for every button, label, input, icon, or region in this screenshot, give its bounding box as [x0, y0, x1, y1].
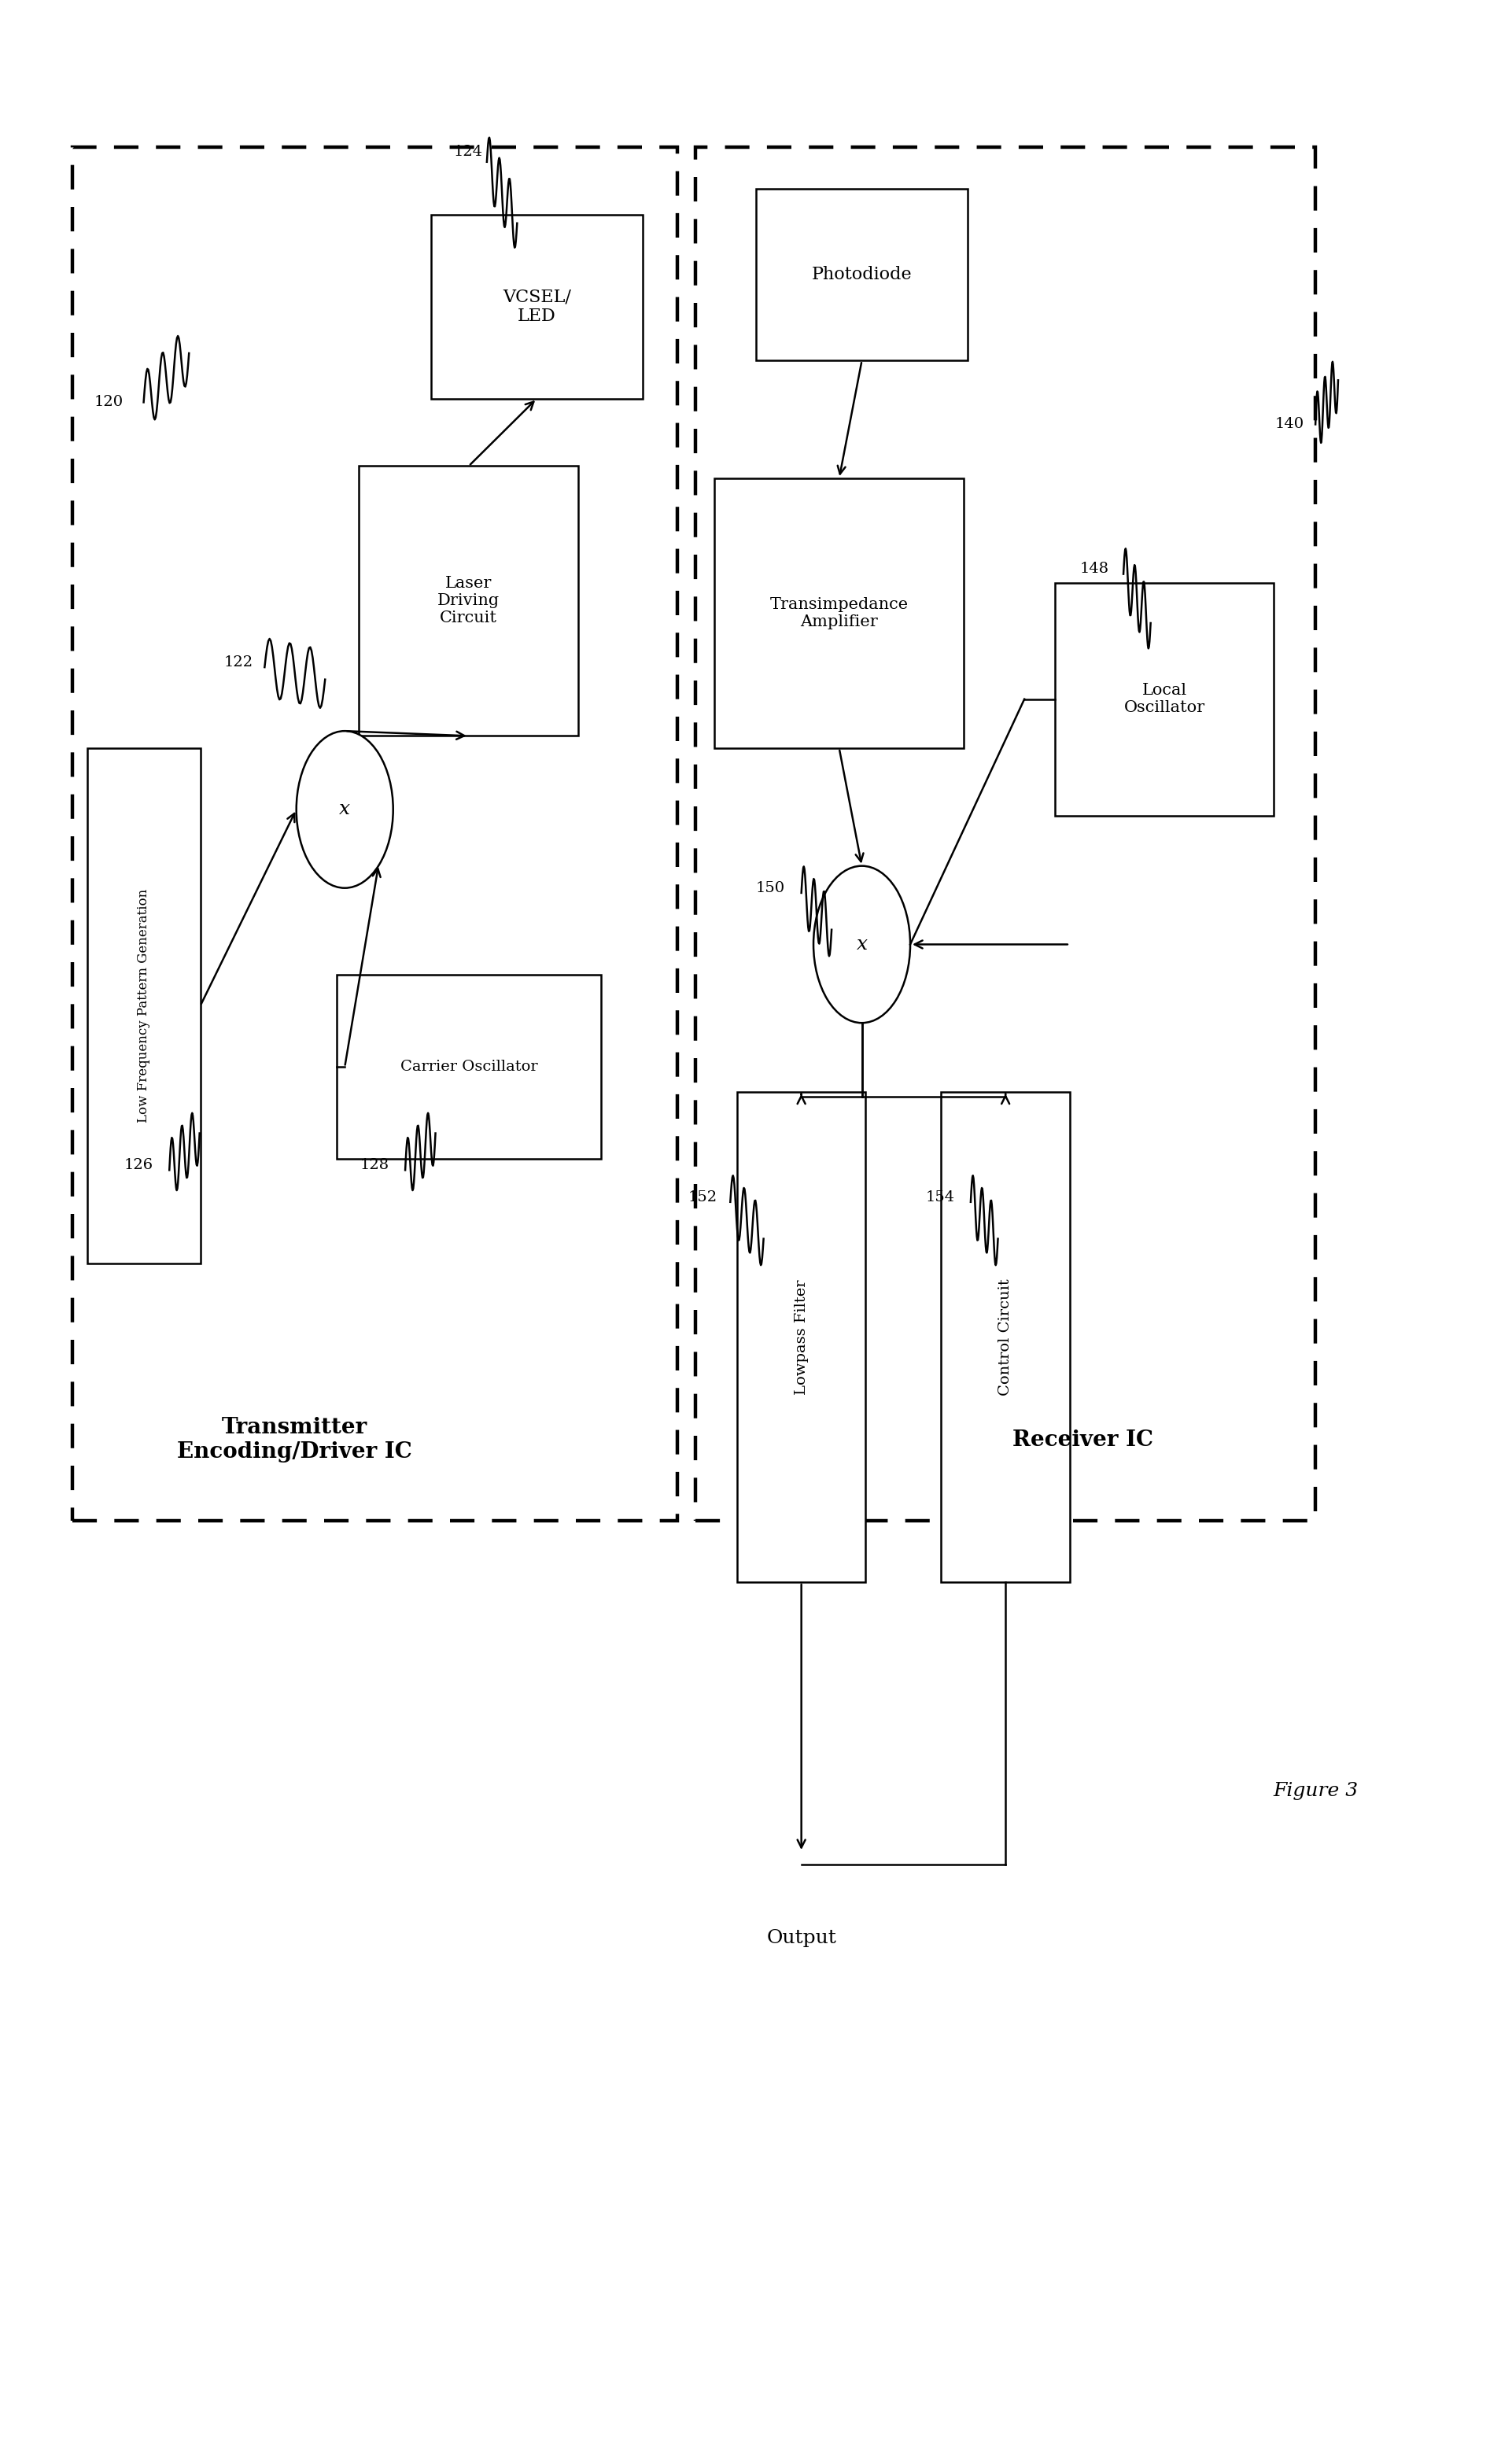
Text: Transimpedance
Amplifier: Transimpedance Amplifier — [770, 596, 909, 630]
Text: 122: 122 — [224, 655, 253, 670]
Circle shape — [296, 731, 393, 888]
Text: 152: 152 — [688, 1190, 717, 1204]
Text: Low Frequency Pattern Generation: Low Frequency Pattern Generation — [138, 888, 150, 1123]
Text: Transmitter
Encoding/Driver IC: Transmitter Encoding/Driver IC — [177, 1418, 413, 1462]
Bar — [756, 189, 968, 361]
Text: Output: Output — [767, 1928, 836, 1948]
Bar — [73, 147, 677, 1521]
Text: 154: 154 — [925, 1190, 954, 1204]
Text: Carrier Oscillator: Carrier Oscillator — [401, 1060, 537, 1074]
Text: VCSEL/
LED: VCSEL/ LED — [502, 287, 572, 326]
Bar — [431, 216, 643, 397]
Text: x: x — [339, 800, 351, 819]
Bar — [738, 1092, 866, 1582]
Text: 140: 140 — [1275, 417, 1303, 432]
Text: 124: 124 — [454, 145, 482, 159]
Text: 128: 128 — [360, 1158, 389, 1173]
Text: x: x — [856, 935, 868, 954]
Text: Figure 3: Figure 3 — [1273, 1781, 1358, 1801]
Text: Local
Oscillator: Local Oscillator — [1123, 682, 1205, 716]
Bar — [360, 466, 578, 736]
Bar — [715, 478, 965, 748]
Text: Laser
Driving
Circuit: Laser Driving Circuit — [437, 576, 500, 626]
Text: 150: 150 — [756, 881, 785, 895]
Bar — [942, 1092, 1070, 1582]
Bar — [88, 748, 201, 1263]
Text: Photodiode: Photodiode — [812, 265, 912, 285]
Bar — [696, 147, 1315, 1521]
Text: Control Circuit: Control Circuit — [998, 1278, 1013, 1396]
Bar — [336, 976, 600, 1160]
Circle shape — [813, 866, 910, 1023]
Text: Lowpass Filter: Lowpass Filter — [794, 1280, 809, 1393]
Bar — [1055, 584, 1275, 817]
Text: 120: 120 — [94, 395, 122, 410]
Text: Receiver IC: Receiver IC — [1012, 1430, 1154, 1450]
Text: 148: 148 — [1080, 562, 1108, 576]
Text: 126: 126 — [124, 1158, 153, 1173]
